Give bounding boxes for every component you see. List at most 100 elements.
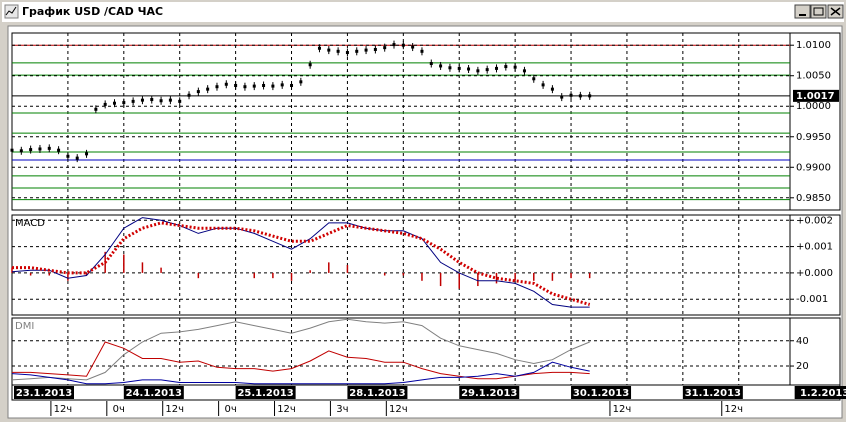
date-box xyxy=(14,386,74,399)
candle xyxy=(383,46,387,50)
candle xyxy=(10,148,14,152)
indicator-line xyxy=(11,361,590,385)
candle xyxy=(252,84,256,88)
candle xyxy=(159,99,163,103)
last-price-box xyxy=(793,89,839,102)
y-tick-label: 0.9900 xyxy=(796,162,831,173)
y-tick-label: 20 xyxy=(796,361,809,372)
candle xyxy=(122,101,126,105)
date-label: 24.1.2013 xyxy=(126,388,182,399)
candle xyxy=(439,64,443,68)
candle xyxy=(504,65,508,69)
hour-label: 3ч xyxy=(336,404,348,415)
window-buttons[interactable] xyxy=(794,4,844,19)
y-tick-label: 1.0100 xyxy=(796,40,831,51)
candle xyxy=(57,148,61,152)
candle xyxy=(224,82,228,86)
hour-label: 12ч xyxy=(165,404,184,415)
hour-label: 12ч xyxy=(277,404,296,415)
candle xyxy=(178,99,182,103)
panel xyxy=(11,317,841,386)
candle xyxy=(429,62,433,66)
candle xyxy=(495,66,499,70)
candle xyxy=(29,148,33,152)
candle xyxy=(290,83,294,87)
candle xyxy=(448,66,452,70)
candle xyxy=(550,87,554,91)
candle xyxy=(75,156,79,160)
panel-title: MACD xyxy=(15,218,45,229)
date-label: 29.1.2013 xyxy=(461,388,517,399)
y-tick-label: 40 xyxy=(796,336,809,347)
candle xyxy=(485,68,489,72)
indicator-line xyxy=(11,217,590,308)
hour-label: 12ч xyxy=(613,404,632,415)
candle xyxy=(299,80,303,84)
hour-label: 0ч xyxy=(224,404,236,415)
close-glyph xyxy=(830,7,841,16)
y-tick-label: 1.0050 xyxy=(796,71,831,82)
panel-title: DMI xyxy=(15,321,34,332)
maximize-glyph xyxy=(813,7,824,16)
candle xyxy=(66,154,70,158)
candle xyxy=(411,45,415,49)
candle xyxy=(262,83,266,87)
maximize-button[interactable] xyxy=(810,4,827,19)
candle xyxy=(308,63,312,67)
date-box xyxy=(682,386,743,399)
candle xyxy=(317,46,321,50)
candle xyxy=(168,98,172,102)
candle xyxy=(373,47,377,51)
candle xyxy=(196,90,200,94)
candle xyxy=(19,149,23,153)
candle xyxy=(47,146,51,150)
date-label: 23.1.2013 xyxy=(16,388,72,399)
panel xyxy=(11,32,841,211)
hour-label: 12ч xyxy=(54,404,73,415)
candle xyxy=(336,49,340,53)
candle xyxy=(140,98,144,102)
candle xyxy=(131,99,135,103)
last-price-label: 1.0017 xyxy=(796,91,835,102)
candle xyxy=(215,85,219,89)
y-tick-label: 0.9850 xyxy=(796,193,831,204)
candle xyxy=(94,107,98,111)
candle xyxy=(345,51,349,55)
y-tick-label: 0.9950 xyxy=(796,132,831,143)
candle xyxy=(532,77,536,81)
date-label: 25.1.2013 xyxy=(237,388,293,399)
date-label: 28.1.2013 xyxy=(349,388,405,399)
candle xyxy=(38,147,42,151)
date-label: 30.1.2013 xyxy=(573,388,629,399)
candle xyxy=(150,98,154,102)
window-icon xyxy=(4,4,19,19)
signal-line xyxy=(12,221,591,306)
date-label: 1.2.2013 xyxy=(800,388,846,399)
candle xyxy=(112,101,116,105)
y-tick-label: +0.000 xyxy=(796,268,833,279)
candle xyxy=(103,102,107,106)
candle xyxy=(355,49,359,53)
y-tick-label: +0.001 xyxy=(796,242,833,253)
y-tick-label: 1.0000 xyxy=(796,101,831,112)
y-tick-label: -0.001 xyxy=(796,294,828,305)
window-title: График USD /CAD ЧАС xyxy=(22,5,163,18)
candle xyxy=(327,48,331,52)
date-box xyxy=(123,386,184,399)
candle xyxy=(234,83,238,87)
minimize-button[interactable] xyxy=(794,4,811,19)
candle xyxy=(420,49,424,53)
date-box xyxy=(571,386,632,399)
candle xyxy=(457,66,461,70)
hour-label: 12ч xyxy=(389,404,408,415)
candle xyxy=(560,95,564,99)
candle xyxy=(467,67,471,71)
candle xyxy=(569,93,573,97)
hour-label: 12ч xyxy=(724,404,743,415)
date-box xyxy=(235,386,296,399)
candle xyxy=(206,87,210,91)
candle xyxy=(85,152,89,156)
indicator-line xyxy=(12,341,590,380)
date-box xyxy=(459,386,520,399)
